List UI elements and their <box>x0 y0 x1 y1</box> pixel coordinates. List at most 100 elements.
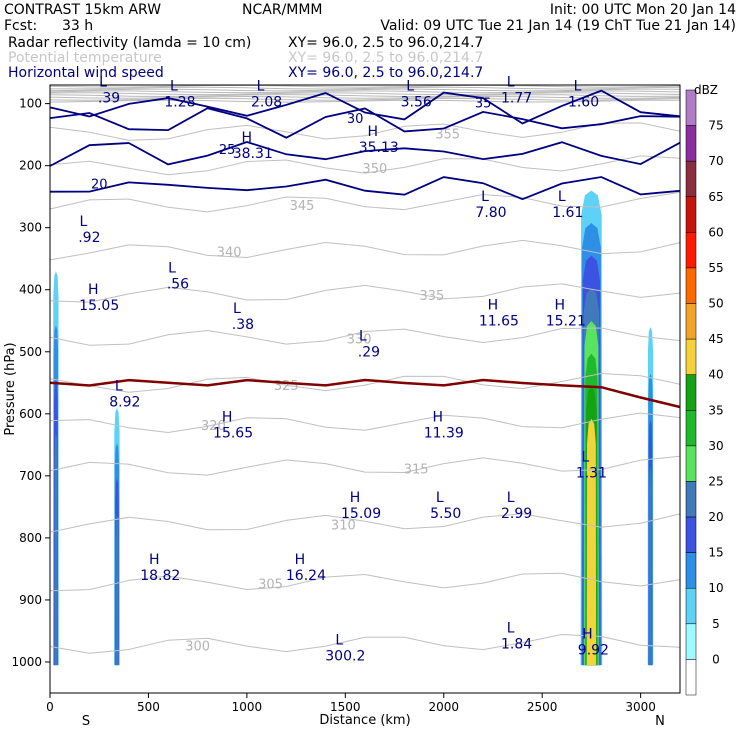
colorbar-swatch-15 <box>685 623 697 660</box>
reflectivity-core-0-band-3 <box>54 433 58 666</box>
y-axis-label: Pressure (hPa) <box>3 342 18 435</box>
model-title: CONTRAST 15km ARW <box>4 2 161 18</box>
colorbar-level-25: 25 <box>708 474 723 488</box>
extremum-value-19: 11.39 <box>424 425 464 441</box>
theta-label-305: 305 <box>258 577 283 592</box>
extremum-marker-5: L <box>574 79 582 95</box>
theta-contour-upper-6 <box>49 95 681 99</box>
colorbar-swatch-1 <box>685 125 697 162</box>
extremum-marker-15: H <box>488 298 499 314</box>
theta-contour-310 <box>49 513 681 533</box>
theta-label-340: 340 <box>217 246 242 261</box>
theta-contour-upper-4 <box>49 92 681 96</box>
extremum-value-6: 38.31 <box>233 146 273 162</box>
theta-contour-335 <box>49 283 681 303</box>
org-label: NCAR/MMM <box>242 2 323 18</box>
extremum-marker-13: L <box>233 301 241 317</box>
reflectivity-core-1-band-3 <box>115 513 119 666</box>
init-time: Init: 00 UTC Mon 20 Jan 14 <box>550 2 736 18</box>
extremum-value-27: 9.92 <box>578 642 609 658</box>
theta-contour-upper-1 <box>50 86 681 90</box>
theta-label-335: 335 <box>420 289 445 304</box>
extremum-marker-22: L <box>436 490 444 506</box>
wind-contours: 20 25 30 35 <box>49 89 681 201</box>
extremum-marker-6: H <box>242 130 253 146</box>
colorbar-level-10: 10 <box>708 581 723 595</box>
plot-frame <box>49 84 681 694</box>
wind-contour-30 <box>49 107 681 139</box>
x-end-label-north: N <box>655 714 665 729</box>
theta-label-350: 350 <box>362 162 387 177</box>
field-xy-reflectivity: XY= 96.0, 2.5 to 96.0,214.7 <box>288 35 483 51</box>
freezing-contour <box>49 378 681 409</box>
wind-label-35: 35 <box>475 97 492 112</box>
plot-background <box>50 85 680 693</box>
x-tick-label-1000: 1000 <box>232 700 263 714</box>
x-tick-label-500: 500 <box>137 700 160 714</box>
colorbar-swatch-4 <box>685 232 697 269</box>
extremum-value-20: 1.31 <box>576 466 607 482</box>
extremum-value-3: 3.56 <box>401 95 432 111</box>
field-xy-wind: XY= 96.0, 2.5 to 96.0,214.7 <box>288 65 483 81</box>
y-tick-label-1000: 1000 <box>11 655 42 669</box>
x-tick-label-1500: 1500 <box>330 700 361 714</box>
extremum-value-24: 18.82 <box>140 568 180 584</box>
extremum-marker-9: L <box>558 189 566 205</box>
colorbar-swatch-10 <box>685 445 697 482</box>
extremum-value-0: .39 <box>98 90 120 106</box>
y-tick-label-700: 700 <box>19 469 42 483</box>
theta-contour-340 <box>49 239 681 261</box>
extremum-value-26: 1.84 <box>501 636 532 652</box>
extremum-value-2: 2.08 <box>251 95 282 111</box>
field-name-theta: Potential temperature <box>8 50 162 66</box>
valid-time: Valid: 09 UTC Tue 21 Jan 14 (19 ChT Tue … <box>380 18 736 34</box>
extremum-value-1: 1.28 <box>164 95 195 111</box>
theta-contour-315 <box>49 455 681 476</box>
colorbar-swatch-7 <box>685 338 697 375</box>
x-tick-label-2000: 2000 <box>428 700 459 714</box>
colorbar-level-0: 0 <box>712 652 720 666</box>
x-end-label-south: S <box>82 714 90 729</box>
y-tick-label-900: 900 <box>19 593 42 607</box>
colorbar-swatch-5 <box>685 267 697 304</box>
theta-contour-upper-3 <box>49 90 681 94</box>
colorbar-swatch-8 <box>685 374 697 411</box>
colorbar-swatch-2 <box>685 160 697 198</box>
colorbar-level-45: 45 <box>708 332 723 346</box>
colorbar-swatch-11 <box>685 481 697 518</box>
extremum-value-17: 8.92 <box>109 394 140 410</box>
y-tick-label-500: 500 <box>19 345 42 359</box>
theta-label-310: 310 <box>331 518 356 533</box>
extremum-value-21: 15.09 <box>341 506 381 522</box>
colorbar-swatch-12 <box>685 516 697 553</box>
theta-label-345: 345 <box>290 199 315 214</box>
extremum-marker-11: H <box>88 282 99 298</box>
colorbar-swatch-6 <box>685 303 697 340</box>
extremum-value-22: 5.50 <box>430 506 461 522</box>
reflectivity-layer <box>53 190 654 666</box>
colorbar-level-5: 5 <box>712 617 720 631</box>
axes: 0 500 1000 1500 2000 2500 3000 100 200 300 400 500 6… <box>11 97 655 714</box>
theta-contour-upper-0 <box>49 84 681 88</box>
y-tick-label-100: 100 <box>19 97 42 111</box>
y-tick-label-300: 300 <box>19 221 42 235</box>
colorbar-level-35: 35 <box>708 403 723 417</box>
theta-contour-320 <box>49 412 681 434</box>
colorbar-level-55: 55 <box>708 261 723 275</box>
theta-contour-305 <box>49 572 681 592</box>
extremum-marker-12: L <box>168 260 176 276</box>
extremum-marker-16: H <box>555 298 566 314</box>
field-xy-theta: XY= 96.0, 2.5 to 96.0,214.7 <box>288 50 483 66</box>
extremum-marker-21: H <box>350 490 361 506</box>
colorbar-level-70: 70 <box>708 154 723 168</box>
extremum-value-12: .56 <box>167 276 189 292</box>
theta-contour-upper-5 <box>49 94 681 98</box>
extremum-value-14: .29 <box>358 345 380 361</box>
y-tick-label-800: 800 <box>19 531 42 545</box>
theta-contour-300 <box>49 633 681 654</box>
colorbar-level-60: 60 <box>708 225 723 239</box>
extremum-value-5: 1.60 <box>568 95 599 111</box>
extremum-marker-4: L <box>507 74 515 90</box>
